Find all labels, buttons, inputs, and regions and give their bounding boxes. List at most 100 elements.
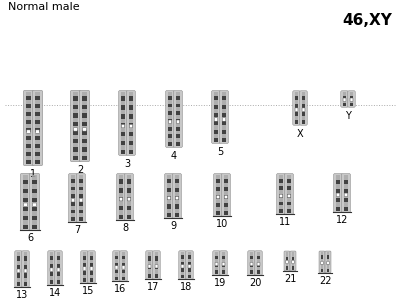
Bar: [302, 96, 305, 100]
Bar: [222, 130, 226, 134]
Bar: [32, 193, 37, 197]
Bar: [222, 256, 225, 259]
Bar: [57, 256, 60, 260]
Bar: [302, 92, 305, 96]
Text: 4: 4: [171, 151, 177, 161]
FancyBboxPatch shape: [325, 251, 331, 273]
Bar: [35, 136, 40, 140]
Bar: [129, 110, 133, 114]
Bar: [26, 124, 31, 128]
Bar: [127, 210, 131, 214]
Bar: [287, 206, 291, 209]
Bar: [17, 273, 20, 278]
Text: 17: 17: [147, 282, 159, 292]
Bar: [83, 278, 86, 282]
FancyBboxPatch shape: [179, 251, 186, 279]
FancyBboxPatch shape: [174, 91, 182, 148]
Bar: [71, 217, 75, 221]
Bar: [168, 130, 172, 134]
Bar: [83, 252, 86, 256]
Bar: [73, 113, 78, 118]
Bar: [167, 204, 171, 208]
Bar: [127, 197, 131, 201]
Text: 14: 14: [49, 288, 61, 298]
Bar: [119, 193, 123, 197]
Bar: [336, 188, 340, 193]
Bar: [167, 208, 171, 213]
Bar: [122, 262, 125, 266]
FancyBboxPatch shape: [181, 265, 184, 268]
Bar: [79, 175, 83, 179]
Bar: [90, 256, 93, 260]
Bar: [224, 203, 228, 207]
Bar: [344, 188, 348, 193]
FancyBboxPatch shape: [284, 173, 294, 214]
Bar: [279, 186, 283, 190]
Bar: [73, 147, 78, 152]
Bar: [121, 96, 125, 101]
FancyBboxPatch shape: [319, 251, 325, 273]
Bar: [224, 195, 228, 199]
Bar: [23, 224, 28, 229]
Bar: [188, 252, 191, 255]
Bar: [188, 272, 191, 275]
Bar: [344, 193, 348, 197]
FancyBboxPatch shape: [220, 251, 227, 275]
Bar: [222, 267, 225, 270]
FancyBboxPatch shape: [214, 118, 218, 121]
FancyBboxPatch shape: [222, 118, 226, 121]
Bar: [327, 262, 330, 265]
FancyBboxPatch shape: [327, 261, 329, 265]
Bar: [250, 256, 253, 259]
FancyBboxPatch shape: [15, 251, 22, 287]
Bar: [24, 252, 27, 256]
Bar: [350, 95, 353, 99]
Bar: [167, 192, 171, 196]
Bar: [321, 255, 324, 259]
Bar: [35, 148, 40, 152]
Bar: [82, 118, 87, 122]
Bar: [216, 207, 220, 211]
Bar: [90, 252, 93, 256]
Text: Normal male: Normal male: [8, 2, 80, 12]
Bar: [26, 156, 31, 160]
Bar: [224, 199, 228, 203]
FancyBboxPatch shape: [257, 262, 260, 266]
Bar: [32, 179, 37, 184]
Bar: [35, 108, 40, 112]
Bar: [222, 109, 226, 113]
Bar: [216, 183, 220, 187]
Bar: [129, 136, 133, 141]
Bar: [71, 194, 75, 198]
FancyBboxPatch shape: [188, 265, 191, 268]
Bar: [115, 252, 118, 256]
Bar: [287, 179, 291, 183]
Bar: [26, 120, 31, 124]
FancyBboxPatch shape: [57, 268, 60, 271]
Bar: [35, 116, 40, 120]
Bar: [26, 144, 31, 148]
Bar: [257, 256, 260, 259]
FancyBboxPatch shape: [29, 173, 40, 231]
Bar: [215, 252, 218, 256]
Bar: [336, 184, 340, 188]
Bar: [82, 92, 87, 96]
Bar: [26, 104, 31, 108]
Bar: [26, 96, 31, 100]
Bar: [257, 252, 260, 256]
Bar: [167, 196, 171, 200]
Bar: [175, 208, 179, 213]
Bar: [168, 100, 172, 104]
Bar: [350, 103, 353, 106]
Bar: [168, 134, 172, 138]
Bar: [176, 138, 180, 142]
FancyBboxPatch shape: [292, 260, 294, 264]
Bar: [176, 92, 180, 96]
Bar: [250, 270, 253, 274]
Bar: [71, 179, 75, 183]
FancyBboxPatch shape: [90, 267, 93, 270]
Bar: [224, 207, 228, 211]
Bar: [115, 269, 118, 273]
Bar: [17, 269, 20, 273]
Bar: [82, 122, 87, 126]
